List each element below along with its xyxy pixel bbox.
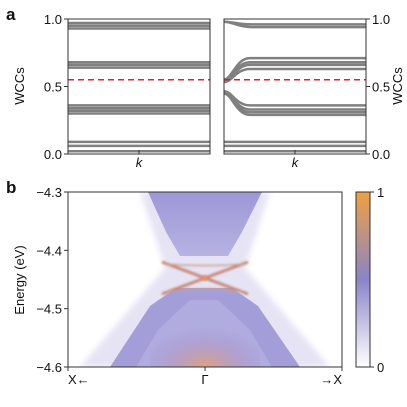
heatmap-xtick-0: X← <box>68 372 90 387</box>
heatmap-ytick-3: −4.6 <box>36 360 62 375</box>
colorbar-max: 1 <box>377 185 384 200</box>
wcc-left-ylabel: WCCs <box>12 67 27 105</box>
colorbar-min: 0 <box>377 360 384 375</box>
panel-b-letter: b <box>6 178 16 197</box>
wcc-right-band-5 <box>223 90 366 111</box>
wcc-right-bands <box>223 20 366 153</box>
wcc-right-ytick-0: 0.0 <box>372 147 390 162</box>
wcc-ticks: 0.0 0.0 0.5 0.5 1.0 1.0 <box>44 12 390 162</box>
panel-a: 0.0 0.0 0.5 0.5 1.0 1.0 WCCs WCCs k k <box>12 12 405 170</box>
panel-a-letter: a <box>6 5 16 24</box>
heatmap-xtick-2: →X <box>320 372 342 387</box>
heatmap-xtick-1: Γ <box>201 372 208 387</box>
wcc-right-xlabel: k <box>292 155 300 170</box>
wcc-right-band-10 <box>223 56 366 81</box>
heatmap-ticks: −4.3 −4.4 −4.5 −4.6 X← Γ →X <box>36 185 343 387</box>
wcc-right-band-6 <box>223 89 366 107</box>
wcc-right-ytick-1: 0.5 <box>372 80 390 95</box>
wcc-left-ytick-1: 0.5 <box>44 80 62 95</box>
wcc-left-bands <box>68 21 210 153</box>
wcc-right-ytick-2: 1.0 <box>372 12 390 27</box>
spectral-heatmap <box>68 192 342 367</box>
wcc-right-band-12 <box>223 20 366 26</box>
wcc-left-ytick-0: 0.0 <box>44 147 62 162</box>
wcc-right-ylabel: WCCs <box>390 67 405 105</box>
panel-b: −4.3 −4.4 −4.5 −4.6 X← Γ →X Energy (eV) 1 0 <box>12 185 384 387</box>
dirac-point <box>202 275 208 281</box>
colorbar <box>355 191 371 368</box>
wcc-right-band-8 <box>223 63 366 83</box>
heatmap-ytick-0: −4.3 <box>36 185 62 200</box>
wcc-left-xlabel: k <box>136 155 144 170</box>
wcc-left-frame <box>67 18 211 155</box>
upper-bulk-cone <box>148 192 262 256</box>
wcc-left-ytick-2: 1.0 <box>44 12 62 27</box>
heatmap-ytick-1: −4.4 <box>36 243 62 258</box>
heatmap-ylabel: Energy (eV) <box>12 245 27 314</box>
wcc-right-frame <box>223 18 367 155</box>
heatmap-ytick-2: −4.5 <box>36 302 62 317</box>
